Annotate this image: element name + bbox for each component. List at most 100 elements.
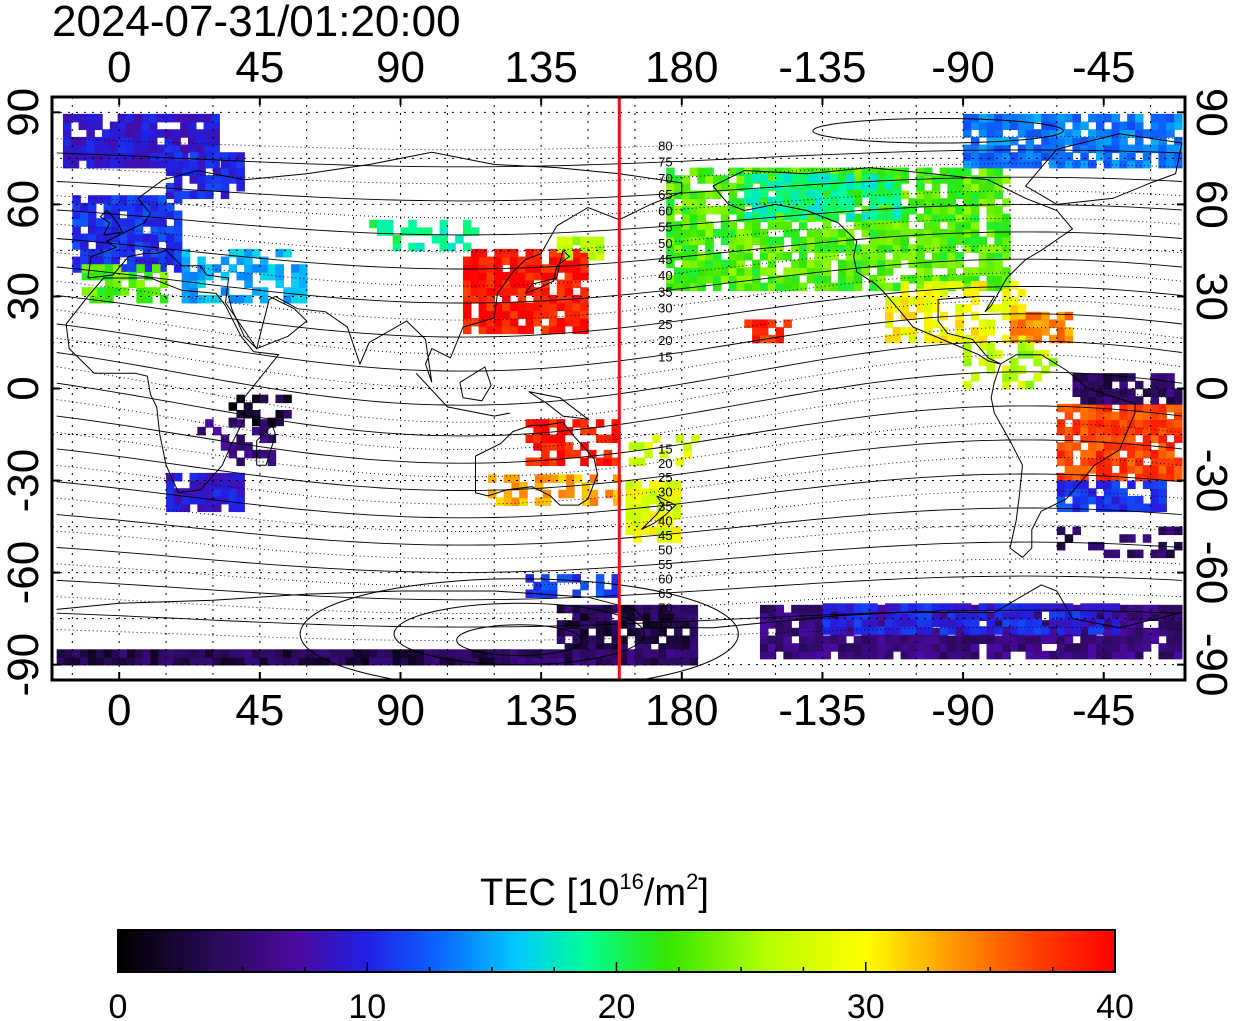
tec-cell xyxy=(103,656,113,666)
tec-cell xyxy=(72,218,81,227)
tec-cell xyxy=(369,649,378,658)
tec-cell xyxy=(853,251,863,261)
tec-cell xyxy=(548,656,558,666)
top-lon-label: 0 xyxy=(107,43,131,92)
tec-cell xyxy=(767,175,777,184)
tec-cell xyxy=(978,281,988,290)
tec-cell xyxy=(408,242,417,252)
tec-cell xyxy=(166,649,175,658)
tec-cell xyxy=(861,626,871,635)
tec-cell xyxy=(189,480,199,490)
tec-cell xyxy=(681,244,691,253)
tec-cell xyxy=(689,635,699,645)
bottom-lon-label: -90 xyxy=(931,686,995,735)
tec-cell xyxy=(1072,373,1081,382)
tec-cell xyxy=(1174,643,1183,652)
tec-cell xyxy=(939,259,949,269)
tec-cell xyxy=(556,434,566,444)
tec-cell xyxy=(892,175,902,184)
tec-cell xyxy=(556,302,566,312)
tec-cell xyxy=(642,635,652,645)
tec-cell xyxy=(892,282,902,292)
tec-cell xyxy=(564,604,574,614)
tec-cell xyxy=(955,175,964,184)
tec-cell xyxy=(759,643,769,652)
tec-cell xyxy=(924,267,933,276)
tec-cell xyxy=(853,282,863,292)
tec-cell xyxy=(533,317,542,327)
tec-cell xyxy=(1095,480,1105,490)
tec-cell xyxy=(783,167,792,177)
tec-cell xyxy=(1002,198,1011,207)
tec-cell xyxy=(128,279,138,289)
tec-cell xyxy=(541,434,550,444)
tec-cell xyxy=(541,264,550,273)
tec-cell xyxy=(548,271,558,281)
tec-cell xyxy=(1072,604,1081,614)
tec-cell xyxy=(713,190,722,200)
tec-cell xyxy=(80,218,89,227)
tec-cell xyxy=(838,196,847,206)
tec-cell xyxy=(908,244,917,253)
tec-cell xyxy=(728,205,738,215)
tec-cell xyxy=(1049,650,1058,660)
tec-cell xyxy=(581,497,591,506)
tec-cell xyxy=(634,656,644,666)
tec-cell xyxy=(1166,419,1175,428)
tec-cell xyxy=(152,287,161,296)
tec-cell xyxy=(775,334,785,344)
tec-cell xyxy=(939,311,949,321)
tec-cell xyxy=(1072,113,1081,123)
tec-cell xyxy=(103,248,113,258)
tec-cell xyxy=(64,656,74,666)
tec-cell xyxy=(564,279,574,289)
tec-cell xyxy=(1111,495,1121,505)
tec-cell xyxy=(963,236,972,246)
tec-cell xyxy=(1134,549,1144,559)
tec-cell xyxy=(588,251,597,261)
tec-cell xyxy=(533,310,542,319)
tec-cell xyxy=(1072,488,1081,497)
tec-cell xyxy=(908,205,917,215)
tec-cell xyxy=(244,264,253,273)
tec-cell xyxy=(1150,380,1160,390)
tec-cell xyxy=(517,325,527,335)
contour-label: 35 xyxy=(658,499,672,514)
tec-cell xyxy=(838,181,847,190)
tec-cell xyxy=(1158,426,1167,436)
tec-cell xyxy=(705,274,714,284)
tec-cell xyxy=(656,488,666,497)
tec-cell xyxy=(1041,129,1050,138)
tec-cell xyxy=(595,419,605,428)
tec-cell xyxy=(916,304,925,313)
tec-cell xyxy=(133,121,142,131)
tec-cell xyxy=(963,213,972,223)
tec-cell xyxy=(298,264,308,273)
tec-cell xyxy=(978,159,988,169)
tec-cell xyxy=(595,434,605,444)
tec-cell xyxy=(1119,488,1128,497)
tec-cell xyxy=(166,656,175,666)
tec-cell xyxy=(1080,488,1089,497)
tec-cell xyxy=(1088,419,1097,428)
tec-cell xyxy=(1080,643,1089,652)
tec-cell xyxy=(970,650,980,660)
tec-cell xyxy=(916,182,925,192)
tec-cell xyxy=(212,294,222,304)
tec-cell xyxy=(759,181,769,190)
tec-cell xyxy=(673,612,683,621)
map-area xyxy=(52,97,1185,680)
tec-cell xyxy=(986,304,996,313)
tec-cell xyxy=(947,251,956,261)
tec-cell xyxy=(89,264,99,273)
tec-cell xyxy=(845,244,855,253)
tec-cell xyxy=(853,274,863,284)
tec-cell xyxy=(408,219,417,229)
tec-cell xyxy=(1103,152,1113,161)
tec-cell xyxy=(158,248,167,258)
tec-cell xyxy=(681,221,691,230)
tec-cell xyxy=(205,182,214,192)
tec-cell xyxy=(900,244,910,253)
tec-cell xyxy=(939,244,949,253)
tec-cell xyxy=(900,221,910,230)
